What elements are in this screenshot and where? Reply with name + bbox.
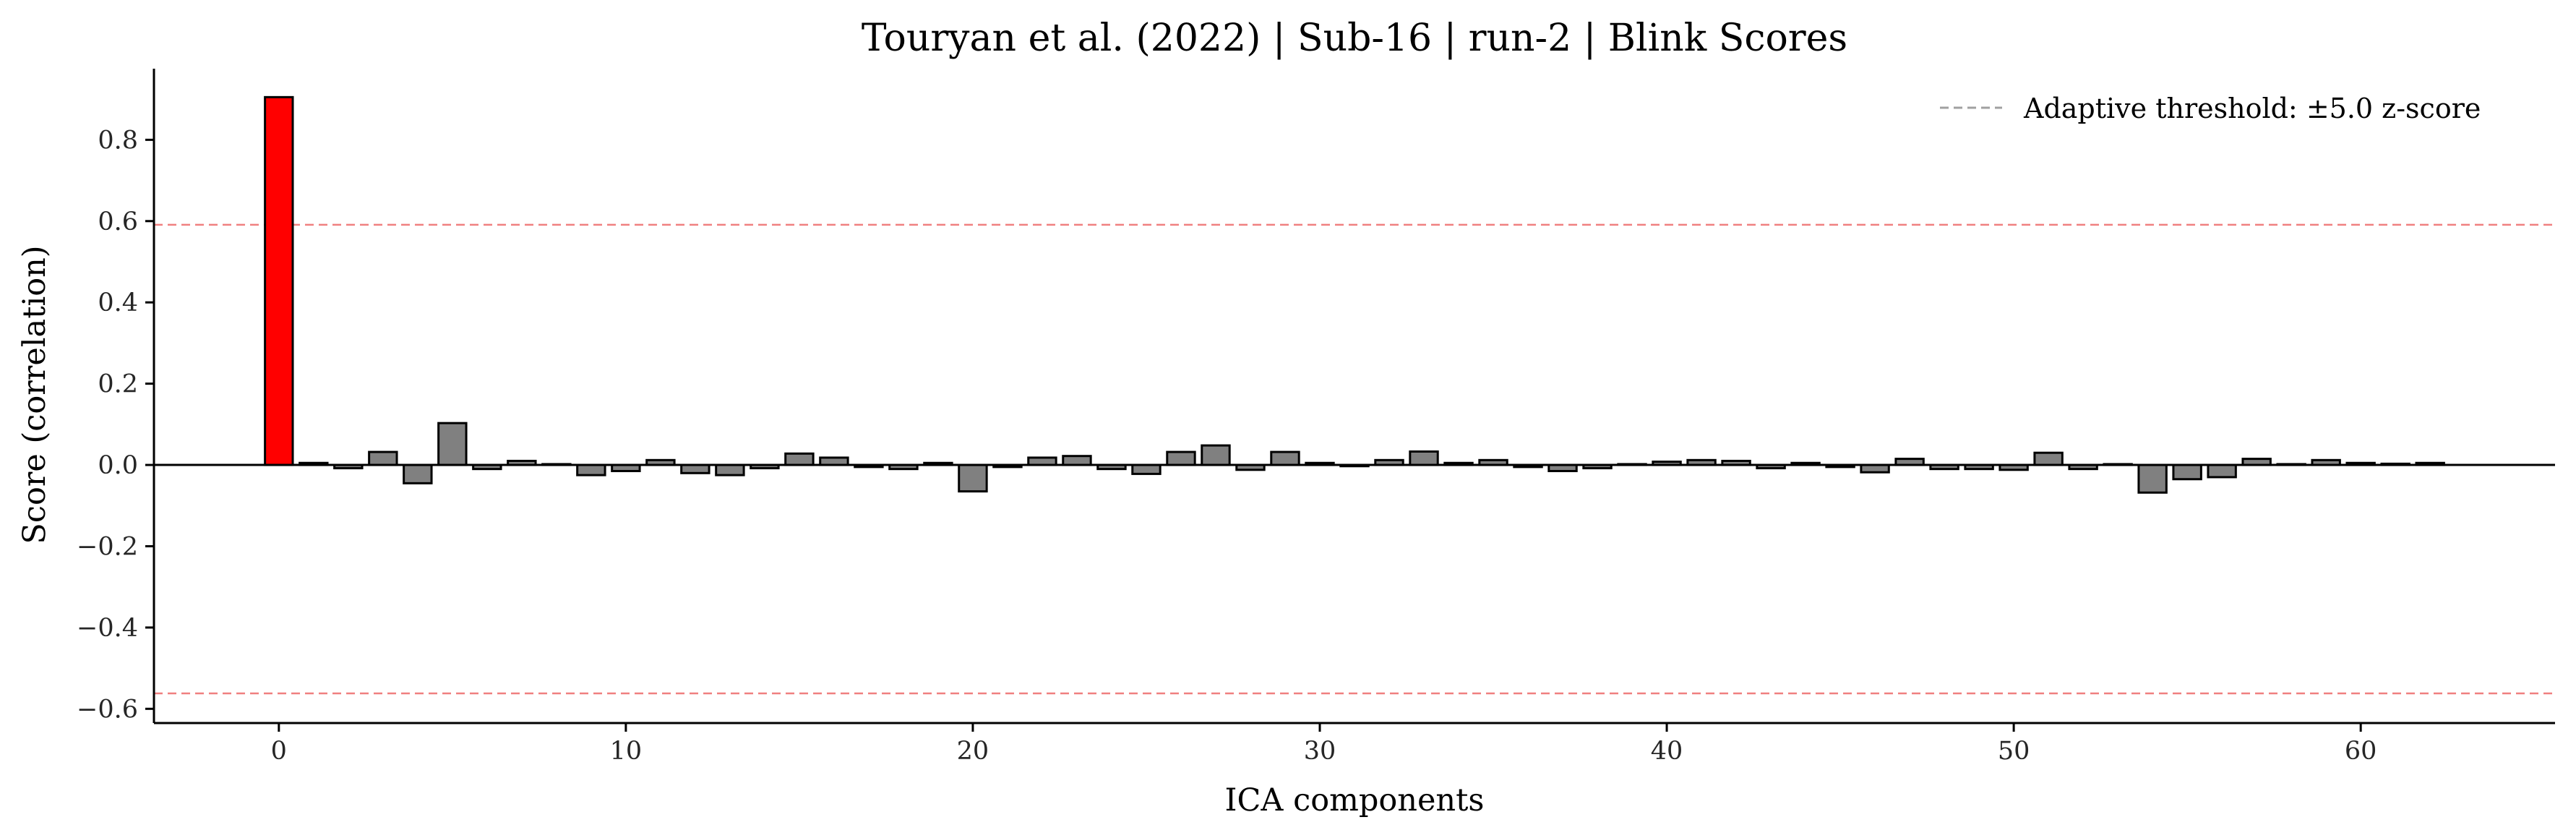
bar-component-27 [1201,444,1231,466]
x-tick-label: 0 [271,737,287,766]
x-tick-label: 50 [1998,737,2030,766]
legend-label: Adaptive threshold: ±5.0 z-score [2023,93,2481,124]
plot-area: 0 10 20 30 40 50 60 −0.6 −0.4 −0.2 0.0 0.2 0.4 0.6 0.8 [77,69,2555,766]
bar-component-23 [1062,455,1092,466]
bar-component-55 [2172,463,2202,481]
bar-component-9 [576,463,606,476]
bar-component-3 [368,450,398,466]
chart-title: Touryan et al. (2022) | Sub-16 | run-2 |… [862,17,1847,60]
y-axis-label: Score (correlation) [17,245,53,544]
y-tick-label: 0.8 [98,126,138,155]
bar-component-29 [1270,450,1300,466]
y-tick-label: 0.2 [98,370,138,399]
legend: Adaptive threshold: ±5.0 z-score [1940,93,2481,124]
bar-component-15 [784,452,815,466]
bar-component-22 [1027,456,1057,466]
bar-component-51 [2033,451,2064,466]
bar-component-16 [819,456,849,466]
bar-component-20 [958,463,988,493]
y-tick-label: 0.6 [98,208,138,236]
y-tick-label: −0.2 [77,532,138,561]
y-tick-label: −0.6 [77,695,138,724]
bar-component-33 [1409,450,1439,466]
y-tick-label: 0.0 [98,451,138,480]
bar-component-46 [1860,463,1890,474]
x-tick-label: 10 [610,737,643,766]
bar-component-4 [403,463,433,484]
bar-component-25 [1131,463,1162,475]
x-tick-label: 20 [957,737,989,766]
x-axis-label: ICA components [1225,782,1485,818]
x-tick-label: 40 [1651,737,1683,766]
bar-component-13 [715,463,745,476]
x-tick-label: 30 [1304,737,1336,766]
bar-component-54 [2137,463,2168,494]
bar-component-26 [1166,450,1196,466]
bar-component-5 [437,422,468,466]
bar-component-0 [264,95,294,466]
y-tick-label: 0.4 [98,288,138,317]
bar-component-12 [680,463,710,474]
x-tick-label: 60 [2345,737,2377,766]
bar-component-56 [2207,463,2237,479]
y-tick-label: −0.4 [77,614,138,643]
